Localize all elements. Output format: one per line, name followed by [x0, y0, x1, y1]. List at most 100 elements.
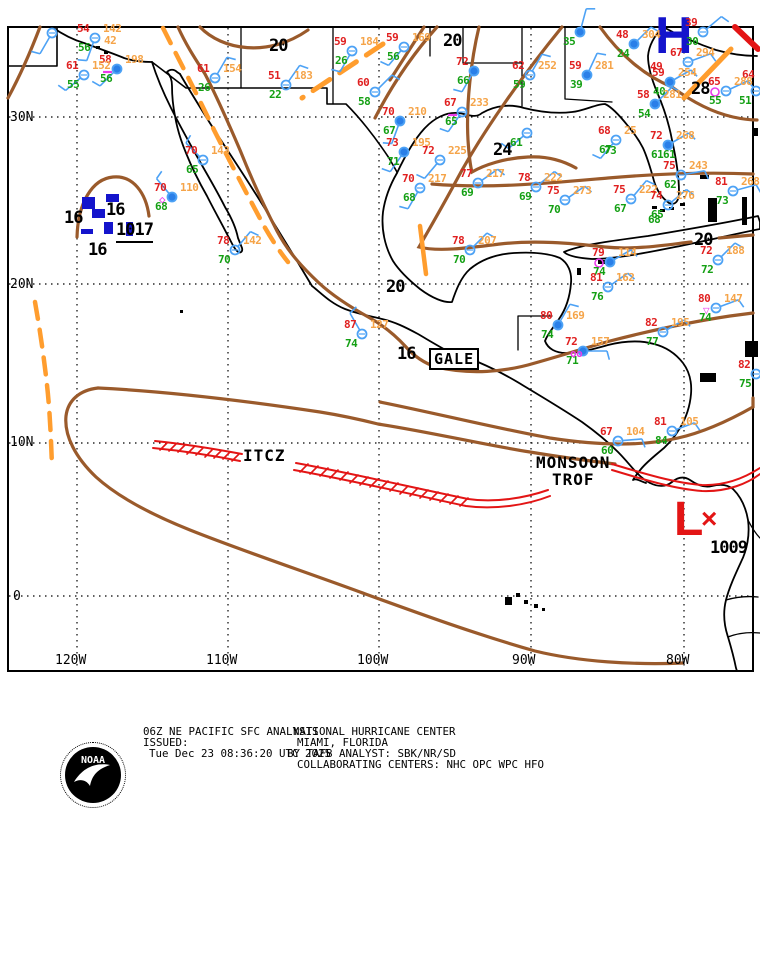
station-circle [657, 326, 669, 338]
station-circle [229, 244, 241, 256]
map-frame [7, 26, 754, 672]
station-temp: 81 [715, 175, 728, 188]
itcz-rail-2b [293, 469, 551, 509]
isobar-label: 20 [386, 277, 406, 297]
noaa-logo-text: NOAA [80, 755, 106, 766]
red-features [152, 24, 760, 509]
isobar-caribbean-lower [378, 396, 755, 446]
cuba [563, 215, 760, 260]
trough-se [681, 46, 734, 101]
high-square [104, 222, 113, 234]
station-dewpoint: 71 [387, 155, 400, 168]
us-gulf-coast-florida [396, 26, 680, 205]
station-dewpoint: 74 [541, 328, 554, 341]
station-circle [602, 281, 614, 293]
station-dewpoint: 74 [699, 311, 712, 324]
station-dewpoint: 58 [358, 95, 371, 108]
wind-barb [737, 184, 757, 191]
station-circle [612, 435, 624, 447]
isobar-1024 [465, 25, 578, 175]
station-pressure: 225 [448, 144, 467, 157]
station-pressure: 268 [676, 129, 695, 142]
station-circle [610, 134, 622, 146]
lon-label: 80W [666, 653, 690, 668]
monsoon-trof-a [611, 463, 760, 487]
station-dewpoint: 55 [67, 78, 80, 91]
station-dewpoint: 61 [651, 148, 664, 161]
station-pressure: 222 [544, 171, 563, 184]
station-pressure: 157 [591, 335, 610, 348]
pressure-value-label: 1017 [116, 220, 154, 243]
station-dewpoint: 56 [78, 41, 91, 54]
wind-barb [568, 185, 586, 199]
station-temp: 60 [357, 76, 370, 89]
station-extra-label: 64 [742, 68, 755, 81]
station-temp: 51 [268, 69, 281, 82]
station-circle [89, 32, 101, 44]
station-circle [574, 26, 586, 38]
station-circle [468, 65, 480, 77]
station-dewpoint: 26 [335, 54, 348, 67]
station-pressure: 105 [680, 415, 699, 428]
wind-barb [666, 319, 685, 331]
station-pressure: 268 [741, 175, 760, 188]
isobar-corner-nw [6, 25, 42, 100]
tri-marker: ▽ [703, 304, 710, 317]
station-temp: 72 [565, 335, 578, 348]
station-dewpoint: 51 [739, 94, 752, 107]
wind-barb [531, 53, 543, 72]
station-temp: 59 [569, 59, 582, 72]
wind-barb [599, 142, 614, 159]
noaa-logo-ring [60, 742, 126, 808]
wind-barb [99, 71, 115, 87]
wind-barb [670, 188, 687, 203]
caption-issued-label: ISSUED: [143, 736, 189, 749]
station-circle [662, 199, 674, 211]
lon-label: 120W [55, 653, 87, 668]
caption-collab: COLLABORATING CENTERS: NHC OPC WPC HFO [297, 758, 545, 771]
wind-barb [673, 69, 692, 81]
isobar-label: 16 [88, 240, 108, 260]
pressure-value-label: 1009 [710, 538, 748, 558]
station-temp: 70 [185, 144, 198, 157]
wind-barb [86, 41, 95, 61]
station-pressure: 281 [663, 88, 682, 101]
station-extra-label: 49 [650, 60, 663, 73]
wind-barb [720, 242, 736, 258]
station-dewpoint: 60 [601, 444, 614, 457]
station-pressure: 169 [566, 309, 585, 322]
state-borders [240, 26, 613, 107]
station-circle [530, 181, 542, 193]
station-temp: 48 [616, 28, 629, 41]
wind-barb [580, 8, 587, 28]
isobar-label: 20 [694, 230, 714, 250]
station-temp: 75 [663, 159, 676, 172]
station-circle [521, 127, 533, 139]
wind-barb [633, 180, 648, 197]
station-temp: 82 [645, 316, 658, 329]
station-temp: 54 [77, 22, 90, 35]
station-circle [664, 76, 676, 88]
oo-marker: oo [570, 347, 583, 360]
atlantic-coast-ne [662, 26, 758, 57]
station-dewpoint: 73 [716, 194, 729, 207]
wind-barb [685, 170, 705, 176]
isobar-label: 20 [443, 31, 463, 51]
annotation-monsoon: MONSOON [536, 453, 611, 472]
annotation-trof: TROF [552, 470, 595, 489]
station-temp: 81 [654, 415, 667, 428]
troughs [32, 25, 734, 469]
station-pressure: 288 [734, 75, 753, 88]
station-circle [414, 182, 426, 194]
wind-barb [705, 15, 722, 30]
station-temp: 67 [600, 425, 613, 438]
station-dewpoint: 61 [510, 136, 523, 149]
station-circle [398, 146, 410, 158]
station-dewpoint: 68 [155, 200, 168, 213]
front-stub [732, 24, 760, 52]
station-dewpoint: 70 [218, 253, 231, 266]
station-circle [682, 56, 694, 68]
high-square [81, 229, 93, 234]
wind-barb [65, 77, 82, 92]
